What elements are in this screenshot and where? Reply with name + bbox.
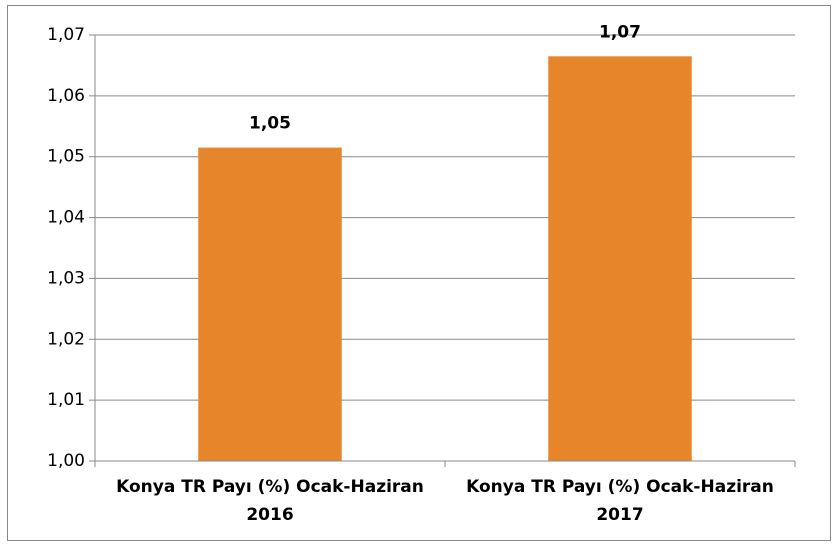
value-label: 1,05	[249, 114, 291, 134]
bar	[548, 56, 692, 462]
y-tick-label: 1,06	[47, 86, 85, 106]
y-tick-label: 1,05	[47, 147, 85, 167]
x-tick-label: Konya TR Payı (%) Ocak-Haziran 2017	[466, 477, 774, 525]
bar	[198, 147, 342, 462]
y-tick-label: 1,04	[47, 208, 85, 228]
chart-border	[7, 5, 831, 541]
value-label: 1,07	[599, 22, 641, 42]
y-tick-label: 1,07	[47, 25, 85, 45]
y-tick-label: 1,00	[47, 451, 85, 471]
y-tick-label: 1,02	[47, 329, 85, 349]
y-tick-label: 1,01	[47, 390, 85, 410]
x-tick-label: Konya TR Payı (%) Ocak-Haziran 2016	[116, 477, 424, 525]
y-tick-label: 1,03	[47, 268, 85, 288]
